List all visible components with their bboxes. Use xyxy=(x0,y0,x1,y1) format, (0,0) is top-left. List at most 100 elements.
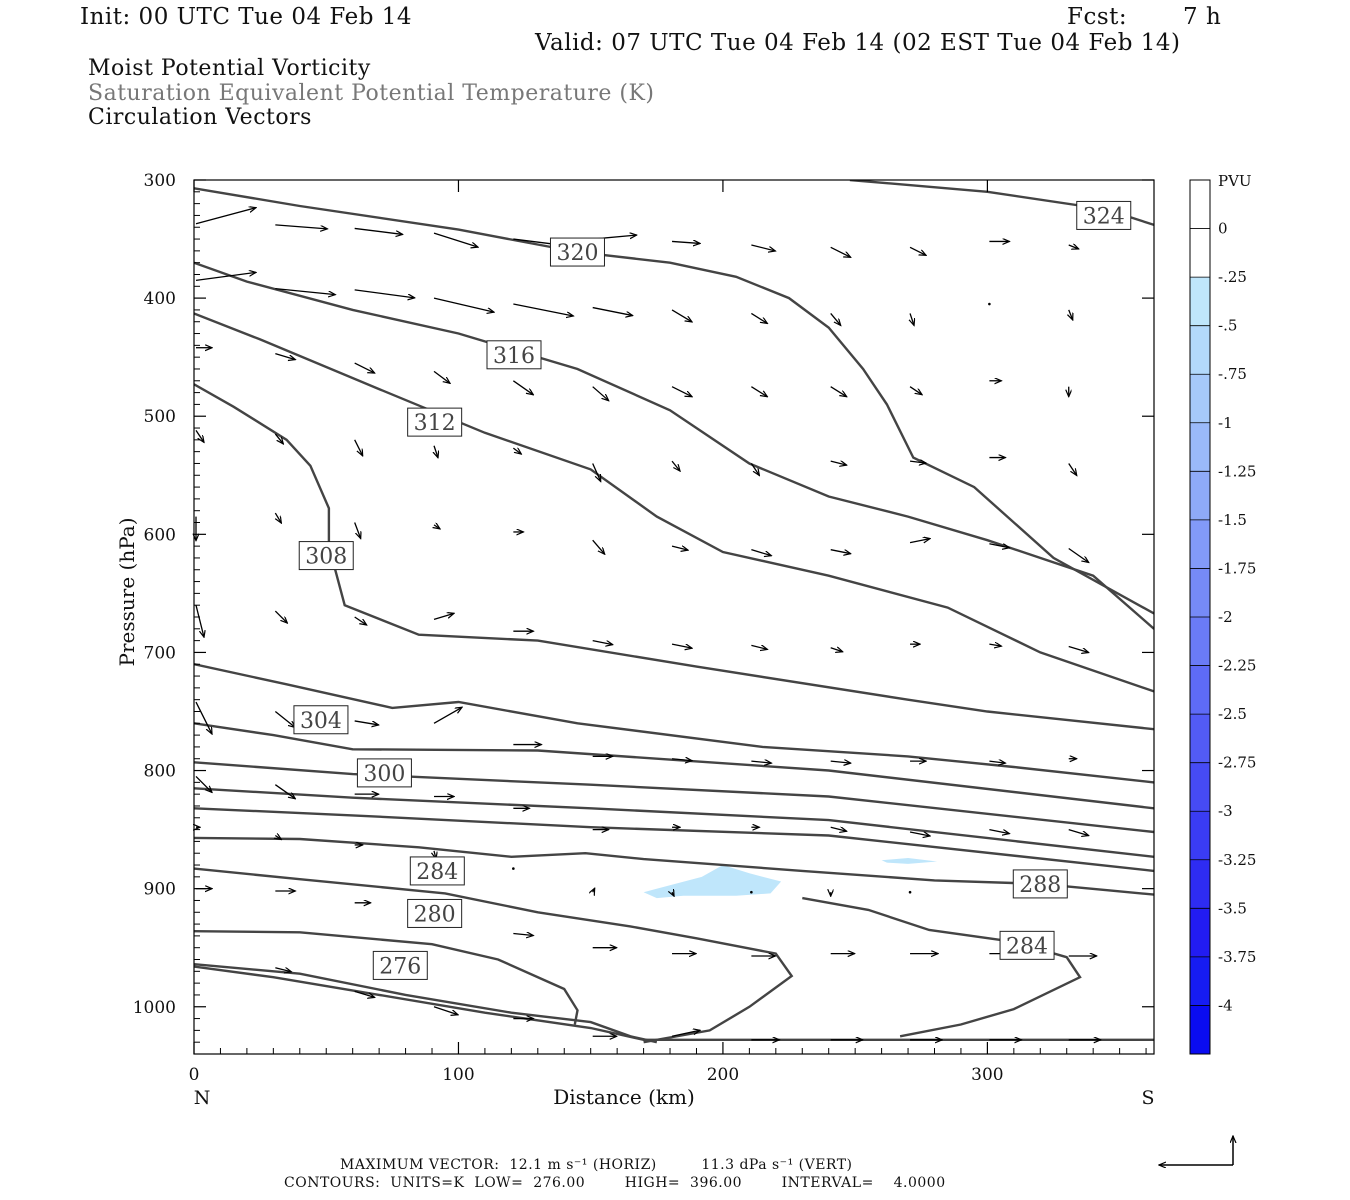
x-end-label-south: S xyxy=(1141,1087,1154,1109)
x-tick-label-0: 0 xyxy=(189,1065,200,1085)
colorbar-label-11: -2.5 xyxy=(1218,705,1247,723)
contour-label-300-7: 300 xyxy=(363,762,405,787)
circulation-vector-18 xyxy=(592,306,633,316)
y-tick-label-900: 900 xyxy=(144,880,176,900)
y-tick-label-500: 500 xyxy=(144,407,176,427)
circulation-vector-79 xyxy=(671,759,692,761)
circulation-vector-8 xyxy=(751,244,775,251)
theta-es-contour-unlabeled-10 xyxy=(194,807,1154,873)
theta-es-contour-304-6 xyxy=(194,663,1154,784)
circulation-vector-24 xyxy=(1069,309,1073,320)
circulation-vector-32 xyxy=(751,386,767,397)
colorbar-label-16: -3.75 xyxy=(1218,948,1256,966)
circulation-vector-58 xyxy=(909,539,930,543)
y-tick-label-1000: 1000 xyxy=(133,998,176,1018)
circulation-vector-113 xyxy=(512,867,515,870)
circulation-vector-41 xyxy=(512,448,521,454)
y-tick-label-700: 700 xyxy=(144,643,176,663)
forecast-label: Fcst: xyxy=(1067,4,1128,30)
colorbar-label-2: -.25 xyxy=(1218,268,1247,286)
circulation-vector-95 xyxy=(989,828,1009,834)
circulation-vector-96 xyxy=(1068,828,1089,836)
circulation-vector-44 xyxy=(750,463,759,475)
circulation-vector-23 xyxy=(988,302,991,306)
contour-label-320-2: 320 xyxy=(556,241,598,266)
theta-es-contour-300-7 xyxy=(194,722,1154,810)
circulation-vector-15 xyxy=(354,289,415,298)
x-tick-label-300: 300 xyxy=(971,1065,1003,1085)
colorbar-swatch-8 xyxy=(1190,519,1210,569)
colorbar-label-10: -2.25 xyxy=(1218,657,1256,675)
max-vector-note: MAXIMUM VECTOR: 12.1 m s⁻¹ (HORIZ) 11.3 … xyxy=(340,1157,853,1173)
circulation-vector-60 xyxy=(1068,547,1089,562)
circulation-vector-19 xyxy=(671,309,692,322)
colorbar-label-7: -1.5 xyxy=(1218,511,1247,529)
circulation-vector-72 xyxy=(1068,645,1089,653)
circulation-vector-42 xyxy=(592,463,601,481)
colorbar-label-1: 0 xyxy=(1218,220,1228,238)
init-time: Init: 00 UTC Tue 04 Feb 14 xyxy=(80,4,413,30)
contour-label-316-3: 316 xyxy=(493,344,535,369)
circulation-vector-29 xyxy=(512,380,533,395)
circulation-vector-68 xyxy=(751,644,767,649)
colorbar-label-9: -2 xyxy=(1218,608,1233,626)
colorbar-swatch-5 xyxy=(1190,374,1210,424)
contour-label-box-5 xyxy=(298,541,354,571)
colorbar-swatch-1 xyxy=(1190,180,1210,230)
circulation-vector-1 xyxy=(195,208,256,225)
theta-es-contour-320-2 xyxy=(194,187,1154,615)
colorbar-label-8: -1.75 xyxy=(1218,559,1256,577)
circulation-vector-69 xyxy=(830,648,843,652)
circulation-vector-85 xyxy=(195,775,212,792)
x-tick-label-100: 100 xyxy=(442,1065,474,1085)
circulation-vector-45 xyxy=(830,460,847,465)
contour-label-308-5: 308 xyxy=(305,545,347,570)
theta-es-contour-unlabeled-16 xyxy=(194,965,1154,1041)
contour-label-box-6 xyxy=(293,705,349,735)
forecast-hour: 7 h xyxy=(1183,4,1222,30)
circulation-vector-34 xyxy=(909,386,922,395)
circulation-vector-7 xyxy=(671,241,700,243)
circulation-vector-120 xyxy=(354,990,375,997)
circulation-vector-17 xyxy=(513,303,573,316)
colorbar-swatch-12 xyxy=(1190,714,1210,764)
circulation-vector-105 xyxy=(513,934,533,936)
colorbar-swatch-13 xyxy=(1190,762,1210,812)
circulation-vector-98 xyxy=(275,836,281,840)
circulation-vector-21 xyxy=(830,313,841,325)
colorbar-label-4: -.75 xyxy=(1218,365,1247,383)
contour-label-box-11 xyxy=(1012,869,1068,899)
title-theta-es: Saturation Equivalent Potential Temperat… xyxy=(88,81,655,106)
colorbar-label-6: -1.25 xyxy=(1218,462,1256,480)
theta-es-contour-312-4 xyxy=(194,312,1154,693)
circulation-vector-62 xyxy=(274,610,287,623)
colorbar-swatch-16 xyxy=(1190,908,1210,958)
contour-label-284-13: 284 xyxy=(1006,934,1048,959)
y-axis-title: Pressure (hPa) xyxy=(115,518,139,667)
valid-time: Valid: 07 UTC Tue 04 Feb 14 (02 EST Tue … xyxy=(535,30,1181,56)
circulation-vector-63 xyxy=(354,616,367,625)
contour-label-284-12: 284 xyxy=(416,860,458,885)
contour-label-box-2 xyxy=(549,237,605,267)
title-mpv: Moist Potential Vorticity xyxy=(88,56,371,81)
circulation-vector-4 xyxy=(433,232,478,247)
circulation-vector-38 xyxy=(274,433,283,444)
circulation-vector-27 xyxy=(354,362,375,373)
circulation-vector-56 xyxy=(751,549,771,556)
colorbar-swatch-3 xyxy=(1190,277,1210,327)
colorbar-swatch-10 xyxy=(1190,617,1210,667)
colorbar-swatch-7 xyxy=(1190,471,1210,521)
colorbar-swatch-2 xyxy=(1190,228,1210,278)
colorbar-swatch-6 xyxy=(1190,422,1210,472)
theta-es-contour-280-14 xyxy=(194,930,579,1025)
circulation-vector-26 xyxy=(275,352,295,360)
circulation-vector-14 xyxy=(275,288,335,295)
circulation-vector-12 xyxy=(1068,245,1079,249)
circulation-vector-71 xyxy=(989,644,1001,646)
colorbar-label-3: -.5 xyxy=(1218,317,1237,335)
circulation-vector-59 xyxy=(989,543,1009,548)
contour-label-288-11: 288 xyxy=(1019,873,1061,898)
circulation-vector-118 xyxy=(908,890,912,894)
circulation-vector-33 xyxy=(830,386,847,397)
